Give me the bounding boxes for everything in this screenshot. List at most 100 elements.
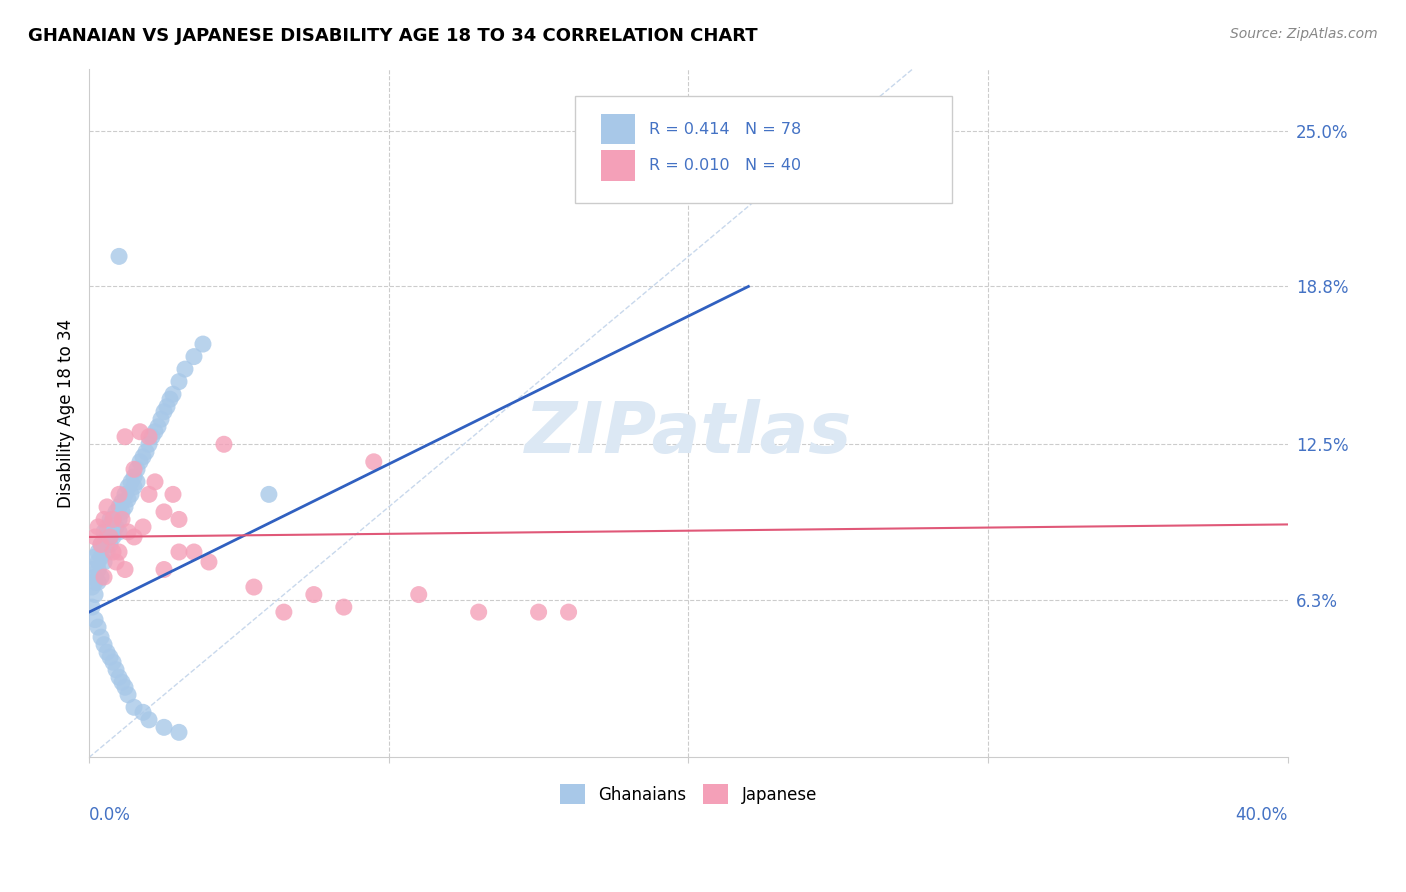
- Point: [183, 350, 205, 364]
- Point: [132, 520, 155, 534]
- Point: [138, 713, 160, 727]
- Point: [125, 462, 148, 476]
- Text: ZIPatlas: ZIPatlas: [524, 399, 852, 468]
- Point: [84, 530, 107, 544]
- Point: [183, 545, 205, 559]
- Point: [105, 505, 128, 519]
- Text: R = 0.010   N = 40: R = 0.010 N = 40: [650, 158, 801, 173]
- Point: [129, 425, 152, 439]
- Point: [105, 520, 128, 534]
- Text: 40.0%: 40.0%: [1236, 805, 1288, 823]
- Point: [138, 430, 160, 444]
- Point: [90, 549, 112, 564]
- Point: [84, 570, 107, 584]
- Point: [108, 249, 131, 263]
- Point: [87, 620, 110, 634]
- Point: [111, 495, 134, 509]
- Point: [132, 450, 155, 464]
- Legend: Ghanaians, Japanese: Ghanaians, Japanese: [554, 778, 824, 811]
- Point: [150, 412, 173, 426]
- Point: [108, 512, 131, 526]
- Point: [108, 524, 131, 539]
- Point: [143, 475, 166, 489]
- Point: [117, 492, 139, 507]
- FancyBboxPatch shape: [600, 151, 634, 181]
- Point: [111, 675, 134, 690]
- Point: [87, 562, 110, 576]
- Point: [117, 524, 139, 539]
- Point: [80, 580, 103, 594]
- Text: GHANAIAN VS JAPANESE DISABILITY AGE 18 TO 34 CORRELATION CHART: GHANAIAN VS JAPANESE DISABILITY AGE 18 T…: [28, 27, 758, 45]
- Point: [138, 437, 160, 451]
- Point: [87, 520, 110, 534]
- Point: [138, 487, 160, 501]
- Point: [527, 605, 550, 619]
- Point: [101, 545, 124, 559]
- Point: [117, 480, 139, 494]
- Point: [84, 549, 107, 564]
- Point: [167, 725, 190, 739]
- Point: [96, 520, 118, 534]
- Point: [162, 387, 184, 401]
- Point: [108, 545, 131, 559]
- Point: [122, 480, 145, 494]
- Point: [93, 512, 115, 526]
- Point: [90, 630, 112, 644]
- Point: [467, 605, 489, 619]
- Point: [167, 512, 190, 526]
- Point: [93, 524, 115, 539]
- Point: [90, 537, 112, 551]
- Point: [191, 337, 214, 351]
- Point: [122, 700, 145, 714]
- Text: R = 0.414   N = 78: R = 0.414 N = 78: [650, 121, 801, 136]
- Point: [101, 520, 124, 534]
- Point: [135, 444, 157, 458]
- FancyBboxPatch shape: [600, 114, 634, 145]
- Point: [243, 580, 266, 594]
- Point: [114, 500, 136, 514]
- Point: [90, 570, 112, 584]
- Point: [167, 375, 190, 389]
- Point: [98, 512, 121, 526]
- Point: [120, 475, 142, 489]
- Point: [153, 562, 176, 576]
- Point: [273, 605, 295, 619]
- Point: [122, 530, 145, 544]
- Point: [120, 487, 142, 501]
- Point: [87, 545, 110, 559]
- Point: [156, 400, 179, 414]
- Point: [84, 588, 107, 602]
- Point: [108, 670, 131, 684]
- Point: [141, 430, 163, 444]
- Point: [101, 512, 124, 526]
- Point: [101, 655, 124, 669]
- Point: [408, 588, 430, 602]
- Point: [143, 425, 166, 439]
- Point: [111, 505, 134, 519]
- Point: [153, 720, 176, 734]
- Point: [114, 680, 136, 694]
- Point: [80, 562, 103, 576]
- Point: [96, 530, 118, 544]
- Point: [257, 487, 280, 501]
- Point: [129, 455, 152, 469]
- Y-axis label: Disability Age 18 to 34: Disability Age 18 to 34: [58, 318, 75, 508]
- Point: [108, 500, 131, 514]
- Point: [363, 455, 385, 469]
- Point: [101, 512, 124, 526]
- Point: [111, 512, 134, 526]
- Point: [98, 524, 121, 539]
- Point: [117, 688, 139, 702]
- Point: [98, 650, 121, 665]
- Point: [114, 487, 136, 501]
- Point: [84, 575, 107, 590]
- Point: [80, 600, 103, 615]
- Point: [122, 462, 145, 476]
- Point: [105, 555, 128, 569]
- Point: [90, 537, 112, 551]
- Text: 0.0%: 0.0%: [89, 805, 131, 823]
- Point: [93, 537, 115, 551]
- Point: [87, 575, 110, 590]
- Point: [98, 537, 121, 551]
- Point: [114, 430, 136, 444]
